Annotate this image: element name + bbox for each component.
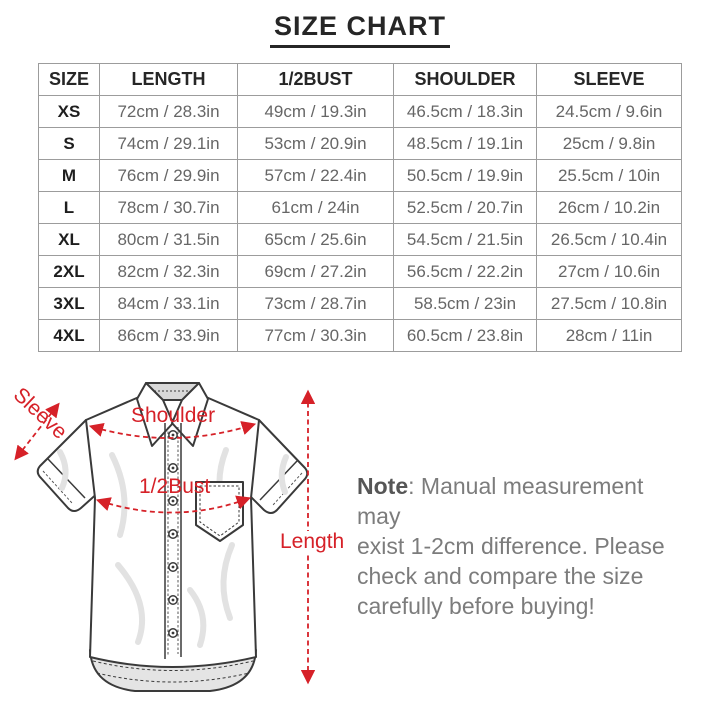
table-header-row: SIZE LENGTH 1/2BUST SHOULDER SLEEVE	[38, 63, 682, 96]
table-row: S 74cm / 29.1in 53cm / 20.9in 48.5cm / 1…	[38, 127, 682, 160]
measurement-note: Note: Manual measurement may exist 1-2cm…	[357, 471, 689, 621]
shoulder-label: Shoulder	[131, 404, 216, 427]
page-title-text: SIZE CHART	[270, 11, 450, 48]
column-header-sleeve: SLEEVE	[536, 63, 682, 96]
table-row: M 76cm / 29.9in 57cm / 22.4in 50.5cm / 1…	[38, 159, 682, 192]
table-cell: 27.5cm / 10.8in	[536, 287, 682, 320]
table-cell: 53cm / 20.9in	[237, 127, 394, 160]
table-cell: 60.5cm / 23.8in	[393, 319, 537, 352]
size-cell: 4XL	[38, 319, 100, 352]
size-cell: M	[38, 159, 100, 192]
table-cell: 56.5cm / 22.2in	[393, 255, 537, 288]
table-cell: 25cm / 9.8in	[536, 127, 682, 160]
table-cell: 74cm / 29.1in	[99, 127, 238, 160]
table-cell: 69cm / 27.2in	[237, 255, 394, 288]
table-cell: 28cm / 11in	[536, 319, 682, 352]
table-row: 3XL 84cm / 33.1in 73cm / 28.7in 58.5cm /…	[38, 287, 682, 320]
note-line: exist 1-2cm difference. Please	[357, 533, 665, 559]
table-cell: 26cm / 10.2in	[536, 191, 682, 224]
table-cell: 50.5cm / 19.9in	[393, 159, 537, 192]
table-row: 4XL 86cm / 33.9in 77cm / 30.3in 60.5cm /…	[38, 319, 682, 352]
table-cell: 72cm / 28.3in	[99, 95, 238, 128]
page-title: SIZE CHART	[0, 11, 720, 48]
length-label: Length	[277, 531, 348, 552]
table-cell: 65cm / 25.6in	[237, 223, 394, 256]
bust-label: 1/2Bust	[139, 475, 211, 498]
table-cell: 77cm / 30.3in	[237, 319, 394, 352]
table-cell: 76cm / 29.9in	[99, 159, 238, 192]
table-cell: 78cm / 30.7in	[99, 191, 238, 224]
column-header-shoulder: SHOULDER	[393, 63, 537, 96]
table-cell: 46.5cm / 18.3in	[393, 95, 537, 128]
table-cell: 58.5cm / 23in	[393, 287, 537, 320]
table-cell: 82cm / 32.3in	[99, 255, 238, 288]
fabric-fold-shading	[57, 447, 289, 648]
table-cell: 73cm / 28.7in	[237, 287, 394, 320]
table-cell: 86cm / 33.9in	[99, 319, 238, 352]
table-cell: 80cm / 31.5in	[99, 223, 238, 256]
bust-measure-arrow	[95, 495, 252, 514]
column-header-bust: 1/2BUST	[237, 63, 394, 96]
size-cell: XS	[38, 95, 100, 128]
table-cell: 48.5cm / 19.1in	[393, 127, 537, 160]
size-cell: L	[38, 191, 100, 224]
table-cell: 52.5cm / 20.7in	[393, 191, 537, 224]
table-cell: 25.5cm / 10in	[536, 159, 682, 192]
size-cell: 2XL	[38, 255, 100, 288]
table-row: XL 80cm / 31.5in 65cm / 25.6in 54.5cm / …	[38, 223, 682, 256]
table-cell: 61cm / 24in	[237, 191, 394, 224]
size-cell: XL	[38, 223, 100, 256]
column-header-length: LENGTH	[99, 63, 238, 96]
size-cell: 3XL	[38, 287, 100, 320]
table-cell: 84cm / 33.1in	[99, 287, 238, 320]
size-cell: S	[38, 127, 100, 160]
table-cell: 54.5cm / 21.5in	[393, 223, 537, 256]
table-row: L 78cm / 30.7in 61cm / 24in 52.5cm / 20.…	[38, 191, 682, 224]
table-cell: 49cm / 19.3in	[237, 95, 394, 128]
note-bold-prefix: Note	[357, 473, 409, 499]
shoulder-measure-arrow	[88, 421, 257, 439]
table-row: 2XL 82cm / 32.3in 69cm / 27.2in 56.5cm /…	[38, 255, 682, 288]
table-cell: 24.5cm / 9.6in	[536, 95, 682, 128]
shirt-outline	[36, 382, 309, 692]
note-line: Note: Manual measurement may	[357, 473, 644, 529]
note-line: check and compare the size	[357, 563, 644, 589]
table-cell: 27cm / 10.6in	[536, 255, 682, 288]
column-header-size: SIZE	[38, 63, 100, 96]
shirt-illustration	[14, 382, 316, 692]
table-cell: 57cm / 22.4in	[237, 159, 394, 192]
note-line: carefully before buying!	[357, 593, 595, 619]
size-table: SIZE LENGTH 1/2BUST SHOULDER SLEEVE XS 7…	[38, 63, 682, 352]
table-row: XS 72cm / 28.3in 49cm / 19.3in 46.5cm / …	[38, 95, 682, 128]
sleeve-measure-arrow	[14, 402, 60, 461]
table-cell: 26.5cm / 10.4in	[536, 223, 682, 256]
